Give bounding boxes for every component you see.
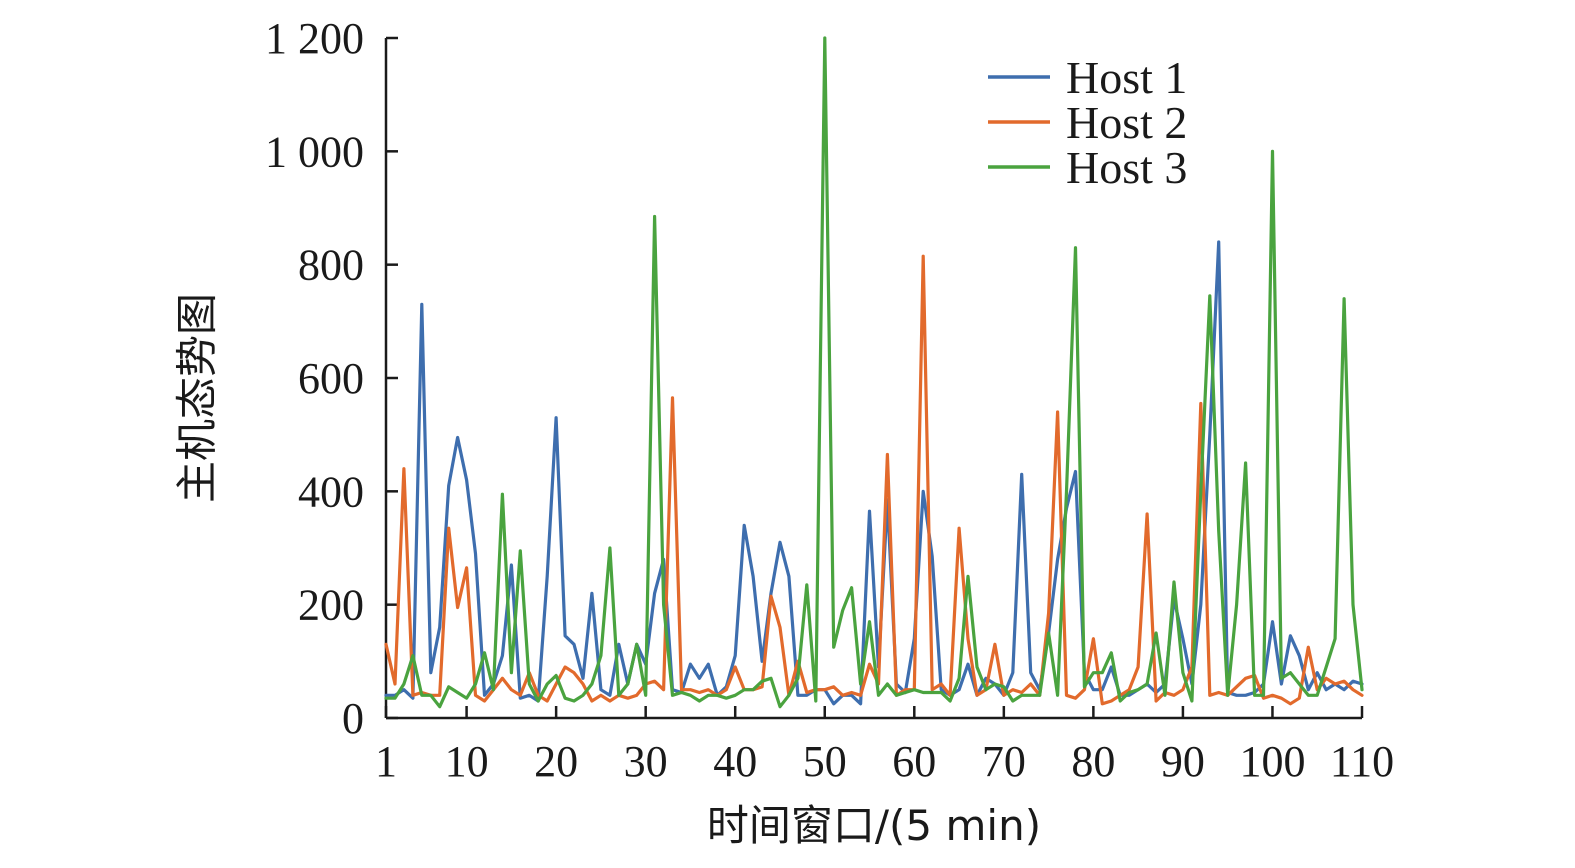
legend-label: Host 3 bbox=[1066, 142, 1187, 193]
x-tick-label: 110 bbox=[1330, 737, 1394, 786]
legend-label: Host 1 bbox=[1066, 52, 1187, 103]
x-tick-label: 60 bbox=[892, 737, 936, 786]
y-tick-label: 1 200 bbox=[265, 14, 364, 63]
y-tick-label: 400 bbox=[298, 467, 364, 516]
series-line-host-2 bbox=[384, 254, 1364, 706]
x-tick-label: 1 bbox=[375, 737, 397, 786]
x-tick-label: 90 bbox=[1161, 737, 1205, 786]
x-axis-title: 时间窗口/(5 min) bbox=[707, 801, 1041, 850]
y-tick-label: 1 000 bbox=[265, 127, 364, 176]
x-tick-label: 30 bbox=[624, 737, 668, 786]
series-line-host-3 bbox=[384, 36, 1364, 709]
x-tick-label: 10 bbox=[445, 737, 489, 786]
series-line-host-1 bbox=[384, 240, 1364, 706]
series-lines bbox=[384, 36, 1364, 709]
y-tick-label: 200 bbox=[298, 581, 364, 630]
y-ticks: 0 200 400 600 800 1 000 1 200 bbox=[265, 14, 398, 743]
y-axis-title: 主机态势图 bbox=[173, 293, 222, 503]
x-tick-label: 40 bbox=[713, 737, 757, 786]
legend-label: Host 2 bbox=[1066, 97, 1187, 148]
y-tick-label: 800 bbox=[298, 241, 364, 290]
x-tick-label: 50 bbox=[803, 737, 847, 786]
x-tick-label: 70 bbox=[982, 737, 1026, 786]
x-tick-label: 20 bbox=[534, 737, 578, 786]
x-tick-label: 80 bbox=[1071, 737, 1115, 786]
y-tick-label: 600 bbox=[298, 354, 364, 403]
x-tick-label: 100 bbox=[1239, 737, 1305, 786]
x-ticks: 1 10 20 30 40 50 60 70 80 90 100 110 bbox=[375, 706, 1394, 786]
y-tick-label: 0 bbox=[342, 694, 364, 743]
